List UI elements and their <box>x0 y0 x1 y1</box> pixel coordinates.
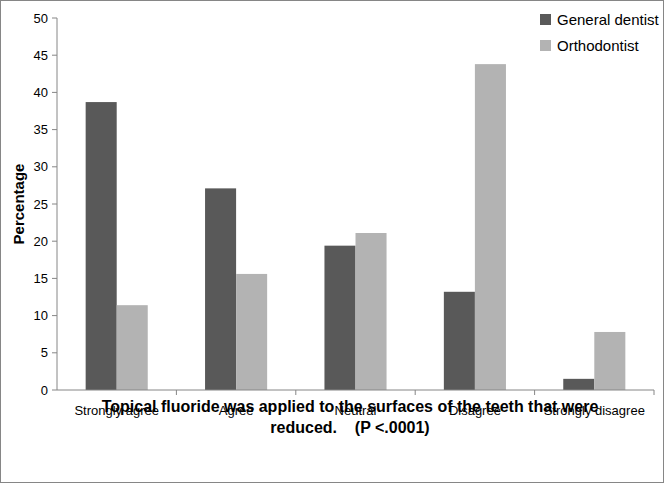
legend-label: Orthodontist <box>557 37 640 54</box>
legend-swatch <box>540 40 551 51</box>
bar <box>324 246 355 390</box>
bar <box>117 305 148 390</box>
y-tick <box>52 129 57 130</box>
x-tick <box>534 390 535 395</box>
y-tick-label: 40 <box>34 85 48 100</box>
bar <box>236 274 267 390</box>
x-tick <box>654 390 655 395</box>
y-tick <box>52 204 57 205</box>
bar <box>205 188 236 390</box>
y-tick-label: 15 <box>34 271 48 286</box>
y-tick <box>52 352 57 353</box>
x-tick <box>295 390 296 395</box>
y-tick-label: 50 <box>34 11 48 26</box>
y-tick <box>52 315 57 316</box>
x-axis <box>57 390 654 391</box>
bar <box>563 379 594 390</box>
x-axis-label: Topical fluoride was applied to the surf… <box>90 396 610 438</box>
y-tick-label: 20 <box>34 234 48 249</box>
y-tick-label: 45 <box>34 48 48 63</box>
y-tick <box>52 92 57 93</box>
y-tick <box>52 278 57 279</box>
y-tick-label: 5 <box>41 345 48 360</box>
y-tick <box>52 241 57 242</box>
y-tick-label: 25 <box>34 197 48 212</box>
y-tick-label: 35 <box>34 122 48 137</box>
bars <box>86 64 626 390</box>
y-tick <box>52 390 57 391</box>
y-axis-label: Percentage <box>10 164 27 245</box>
bar <box>594 332 625 390</box>
legend-swatch <box>540 14 551 25</box>
y-tick <box>52 55 57 56</box>
chart: 05101520253035404550Strongly agreeAgreeN… <box>0 0 664 483</box>
y-tick-label: 30 <box>34 159 48 174</box>
bar <box>356 233 387 390</box>
x-tick <box>415 390 416 395</box>
y-tick-label: 10 <box>34 308 48 323</box>
bar <box>444 292 475 390</box>
legend-label: General dentist <box>557 11 660 28</box>
y-tick <box>52 18 57 19</box>
y-axis <box>57 18 58 390</box>
bar <box>475 64 506 390</box>
x-tick <box>176 390 177 395</box>
bar <box>86 102 117 390</box>
y-tick-label: 0 <box>41 383 48 398</box>
y-tick <box>52 166 57 167</box>
